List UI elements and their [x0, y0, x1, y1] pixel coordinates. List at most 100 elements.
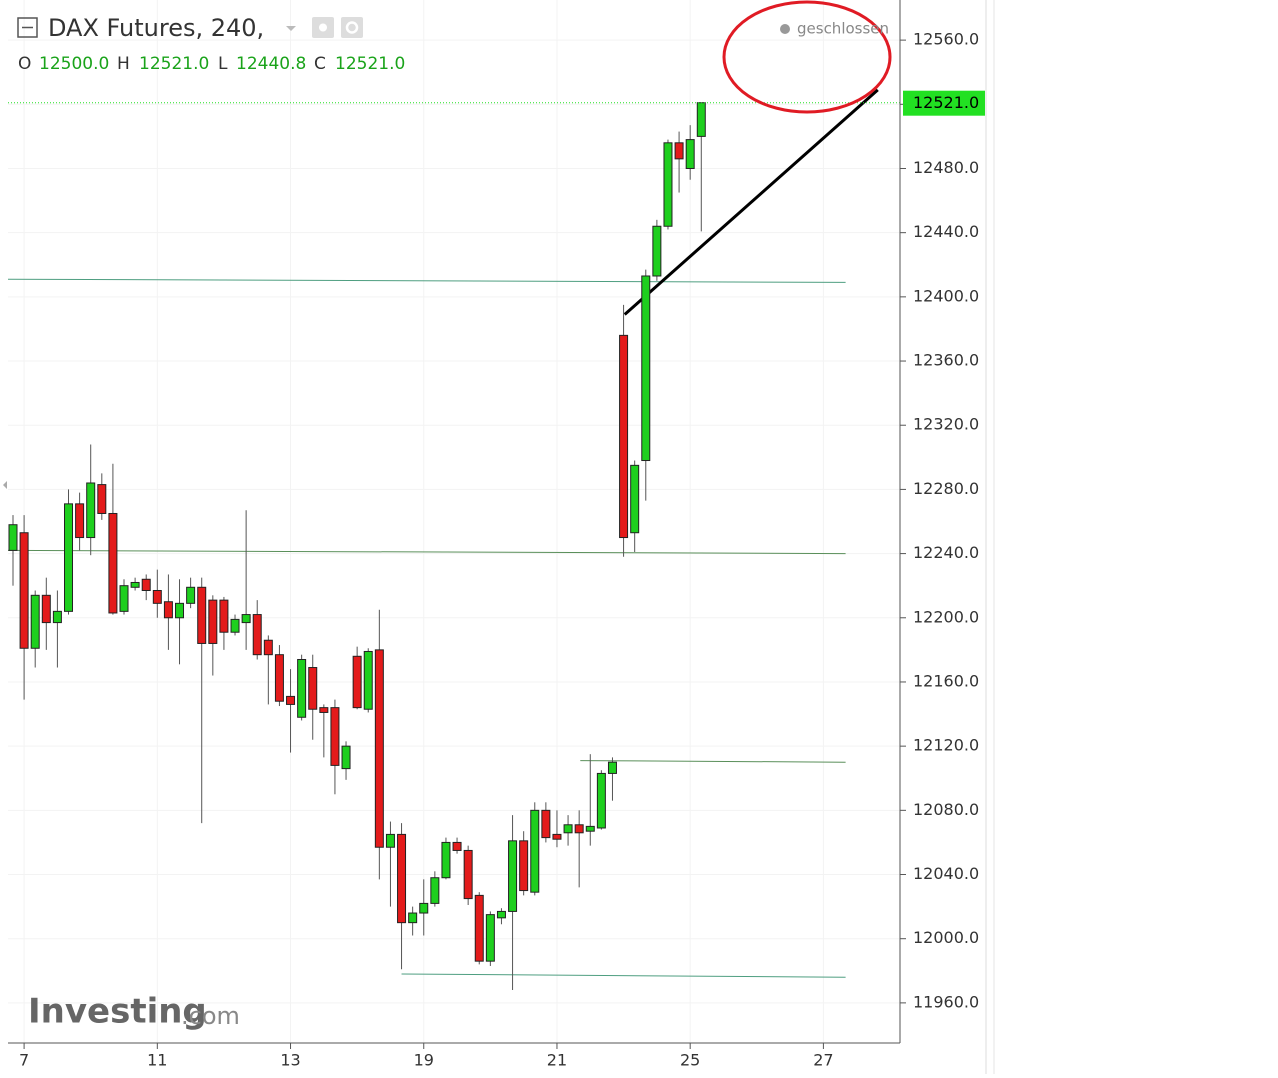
candle-body	[519, 840, 529, 892]
ohlc-key: O	[18, 54, 31, 74]
y-tick-label: 12080.0	[913, 800, 979, 819]
candle-body	[641, 275, 651, 462]
y-tick-label: 12400.0	[913, 286, 979, 305]
candle-body	[607, 761, 617, 774]
ohlc-value: 12500.0	[39, 54, 109, 74]
candle-body	[19, 532, 29, 649]
drawn-line	[580, 760, 846, 763]
y-tick-label: 11960.0	[913, 992, 979, 1011]
candle-body	[286, 695, 296, 705]
candle-body	[430, 877, 440, 904]
candle-body	[130, 581, 140, 588]
drawn-line	[401, 973, 846, 978]
candle-body	[619, 334, 629, 539]
candle-body	[441, 841, 451, 879]
candle-body	[252, 614, 262, 656]
chart-title: DAX Futures, 240,	[48, 14, 264, 42]
candle-body	[541, 809, 551, 839]
candle-body	[241, 614, 251, 624]
status-dot	[780, 24, 790, 34]
y-tick-label: 12480.0	[913, 158, 979, 177]
settings-icon[interactable]	[341, 17, 363, 38]
candle-body	[374, 649, 384, 848]
candle-body	[274, 654, 284, 702]
candle-body	[108, 512, 118, 614]
candle-body	[563, 824, 573, 834]
candle-body	[463, 849, 473, 900]
candle-body	[485, 914, 495, 962]
candle-body	[219, 599, 229, 633]
candle-body	[30, 594, 40, 649]
settings-icon	[345, 21, 359, 34]
drawn-line	[7, 549, 846, 555]
ohlc-key: C	[314, 54, 326, 74]
candle-body	[352, 655, 362, 709]
market-status: geschlossen	[797, 20, 889, 38]
candle-body	[330, 707, 340, 766]
collapse-icon[interactable]	[17, 17, 38, 38]
candle-body	[208, 599, 218, 644]
candle-body	[585, 825, 595, 832]
candle-body	[530, 809, 540, 893]
y-tick-label: 12320.0	[913, 415, 979, 434]
collapse-arrow[interactable]	[3, 481, 7, 489]
highlight-ellipse	[722, 0, 892, 114]
candle-body	[8, 524, 18, 551]
y-tick-label: 12000.0	[913, 928, 979, 947]
x-tick-label: 7	[19, 1051, 29, 1070]
candle-body	[397, 833, 407, 924]
candle-body	[630, 464, 640, 534]
candle-body	[408, 912, 418, 924]
candle-body	[230, 618, 240, 633]
x-tick-label: 25	[680, 1051, 700, 1070]
candle-body	[119, 585, 129, 612]
y-tick-label: 12360.0	[913, 351, 979, 370]
candle-body	[474, 894, 484, 962]
y-tick-label: 12280.0	[913, 479, 979, 498]
x-tick-label: 19	[414, 1051, 434, 1070]
candle-body	[297, 658, 307, 718]
ohlc-value: 12521.0	[139, 54, 209, 74]
y-tick-label: 12160.0	[913, 671, 979, 690]
candle-body	[552, 833, 562, 840]
candle-body	[141, 578, 151, 591]
candle-body	[163, 601, 173, 619]
candle-body	[496, 910, 506, 919]
candle-body	[508, 840, 518, 912]
last-price-box	[903, 90, 985, 116]
candle-body	[319, 707, 329, 713]
candle-body	[41, 594, 51, 624]
ohlc-value: 12521.0	[335, 54, 405, 74]
candle-body	[652, 225, 662, 277]
dropdown[interactable]	[286, 26, 296, 31]
plot-area	[7, 0, 900, 1043]
candle-body	[64, 503, 74, 612]
candle-body	[75, 503, 85, 539]
candle-body	[596, 772, 606, 829]
ohlc-key: H	[117, 54, 130, 74]
candle-body	[86, 482, 96, 539]
logo: Investing	[28, 992, 207, 1032]
y-tick-label: 12560.0	[913, 30, 979, 49]
candle-body	[685, 139, 695, 169]
last-price-label: 12521.0	[913, 93, 979, 112]
y-tick-label: 12040.0	[913, 864, 979, 883]
y-tick-label: 12120.0	[913, 736, 979, 755]
candle-body	[263, 639, 273, 656]
drawn-line	[623, 88, 879, 316]
candle-body	[385, 833, 395, 848]
logo-suffix: .com	[181, 1002, 240, 1030]
candle-body	[97, 484, 107, 514]
candle-body	[175, 602, 185, 619]
candle-body	[419, 902, 429, 914]
candle-body	[152, 589, 162, 604]
candle-body	[452, 841, 462, 851]
eye-icon	[319, 23, 327, 32]
candle-body	[52, 610, 62, 624]
candle-body	[341, 745, 351, 770]
candle-body	[308, 667, 318, 710]
x-tick-label: 13	[280, 1051, 300, 1070]
y-tick-label: 12440.0	[913, 222, 979, 241]
